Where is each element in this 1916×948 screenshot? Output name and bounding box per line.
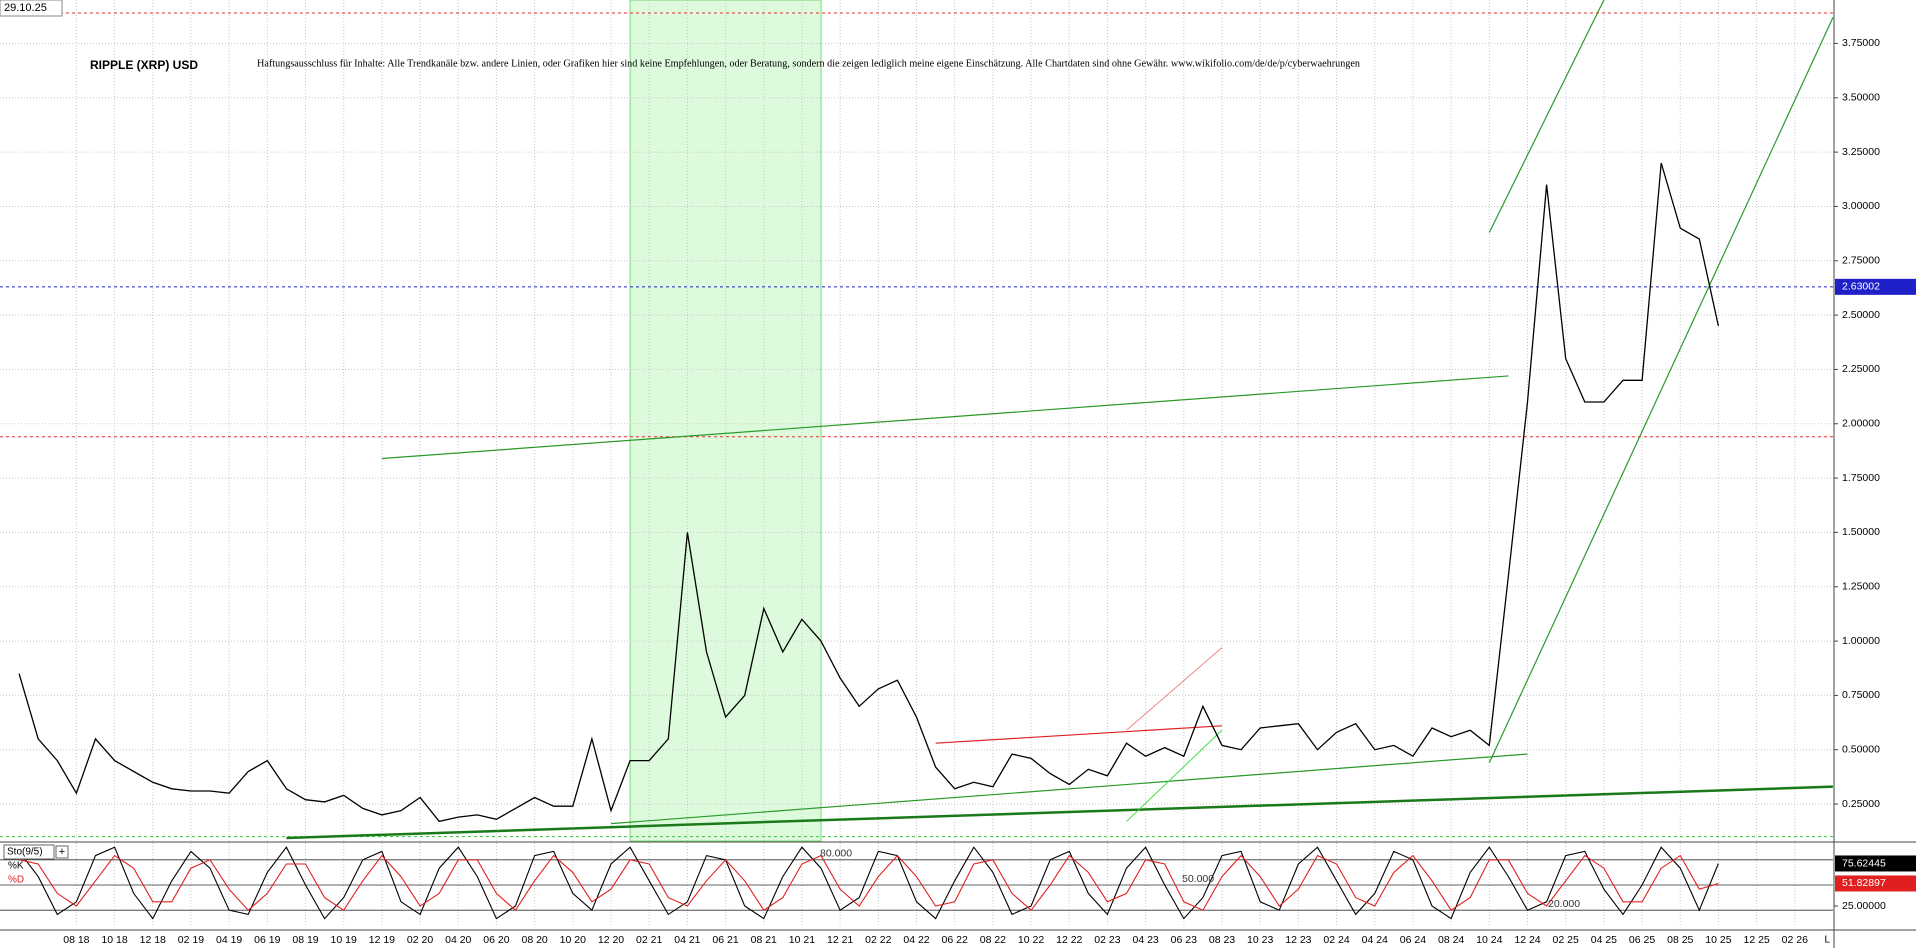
x-tick-label: 12 21	[827, 934, 853, 946]
price-label: 2.63002	[1842, 281, 1880, 293]
x-tick-label: 10 24	[1476, 934, 1502, 946]
x-tick-label: 12 22	[1056, 934, 1082, 946]
y-tick-label: 2.50000	[1842, 309, 1880, 321]
x-tick-label: 08 23	[1209, 934, 1235, 946]
x-tick-label: 06 19	[254, 934, 280, 946]
x-tick-label: 10 18	[101, 934, 127, 946]
date-box	[0, 0, 63, 17]
x-tick-label: 04 19	[216, 934, 242, 946]
x-tick-label: 06 23	[1171, 934, 1197, 946]
x-tick-label: 10 22	[1018, 934, 1044, 946]
price-line	[18, 162, 1720, 823]
x-tick-label: 02 24	[1323, 934, 1349, 946]
y-tick-label: 0.75000	[1842, 689, 1880, 701]
x-tick-label: 12 25	[1743, 934, 1769, 946]
trendline	[381, 375, 1509, 460]
stoch-line	[18, 854, 1719, 912]
legend-k: %K	[8, 861, 24, 872]
y-tick-label: 2.00000	[1842, 418, 1880, 430]
corner-label: L	[1824, 935, 1830, 946]
trendline	[1488, 0, 1605, 233]
y-tick-label: 0.25000	[1842, 798, 1880, 810]
x-tick-label: 04 25	[1591, 934, 1617, 946]
y-tick-label: 3.00000	[1842, 200, 1880, 212]
chart-title: RIPPLE (XRP) USD	[90, 58, 198, 72]
x-tick-label: 12 19	[369, 934, 395, 946]
y-tick-label: 1.25000	[1842, 581, 1880, 593]
price-label-box	[1835, 278, 1916, 295]
y-tick-label: 0.50000	[1842, 744, 1880, 756]
x-tick-label: 08 18	[63, 934, 89, 946]
x-tick-label: 02 19	[178, 934, 204, 946]
value-label: 75.62445	[1842, 857, 1886, 869]
disclaimer: Haftungsausschluss für Inhalte: Alle Tre…	[257, 58, 1360, 69]
x-tick-label: 02 22	[865, 934, 891, 946]
x-tick-label: 08 24	[1438, 934, 1464, 946]
x-tick-label: 04 21	[674, 934, 700, 946]
x-tick-label: 12 18	[140, 934, 166, 946]
x-tick-label: 08 21	[751, 934, 777, 946]
x-tick-label: 04 22	[903, 934, 929, 946]
indicator-title: Sto(9/5)	[7, 847, 43, 858]
x-tick-label: 10 25	[1705, 934, 1731, 946]
add-button[interactable]	[55, 845, 69, 859]
stoch-line	[18, 846, 1719, 920]
x-tick-label: 10 23	[1247, 934, 1273, 946]
x-tick-label: 08 19	[292, 934, 318, 946]
level-label: 20.000	[1548, 898, 1580, 910]
x-tick-label: 10 20	[560, 934, 586, 946]
value-label: 51.82897	[1842, 877, 1886, 889]
x-tick-label: 12 24	[1514, 934, 1540, 946]
y-tick-label: 2.25000	[1842, 363, 1880, 375]
x-tick-label: 02 25	[1553, 934, 1579, 946]
trendline	[1126, 729, 1223, 822]
y-tick-label: 3.75000	[1842, 37, 1880, 49]
x-tick-label: 04 24	[1362, 934, 1388, 946]
x-tick-label: 02 20	[407, 934, 433, 946]
y-tick-label: 1.75000	[1842, 472, 1880, 484]
x-tick-label: 08 25	[1667, 934, 1693, 946]
y-tick-label: 2.75000	[1842, 255, 1880, 267]
x-tick-label: 06 21	[712, 934, 738, 946]
level-label: 50.000	[1182, 873, 1214, 885]
x-tick-label: 06 22	[942, 934, 968, 946]
indicator-box	[3, 844, 55, 860]
trendline	[610, 753, 1528, 825]
level-label: 80.000	[820, 848, 852, 860]
value-label-box	[1835, 875, 1916, 892]
x-tick-label: 08 20	[521, 934, 547, 946]
y-tick-label: 1.00000	[1842, 635, 1880, 647]
y-tick-label: 3.50000	[1842, 92, 1880, 104]
value-label-box	[1835, 855, 1916, 872]
plot-layer	[0, 0, 1834, 927]
trendline	[1126, 647, 1223, 731]
x-tick-label: 02 26	[1782, 934, 1808, 946]
trendline	[935, 725, 1223, 744]
add-button-icon[interactable]: +	[59, 846, 65, 858]
x-tick-label: 08 22	[980, 934, 1006, 946]
x-tick-label: 06 20	[483, 934, 509, 946]
trendline	[286, 785, 1834, 840]
x-tick-label: 02 23	[1094, 934, 1120, 946]
x-tick-label: 04 23	[1132, 934, 1158, 946]
legend-d: %D	[8, 875, 24, 886]
y-tick-label: 3.25000	[1842, 146, 1880, 158]
x-tick-label: 12 23	[1285, 934, 1311, 946]
x-tick-label: 06 24	[1400, 934, 1426, 946]
trendline	[1488, 17, 1834, 764]
x-tick-label: 06 25	[1629, 934, 1655, 946]
x-tick-label: 02 21	[636, 934, 662, 946]
x-tick-label: 10 21	[789, 934, 815, 946]
date: 29.10.25	[4, 2, 47, 14]
x-tick-label: 12 20	[598, 934, 624, 946]
x-tick-label: 10 19	[331, 934, 357, 946]
x-tick-label: 04 20	[445, 934, 471, 946]
y-tick-label: 25.00000	[1842, 900, 1886, 912]
y-tick-label: 1.50000	[1842, 526, 1880, 538]
